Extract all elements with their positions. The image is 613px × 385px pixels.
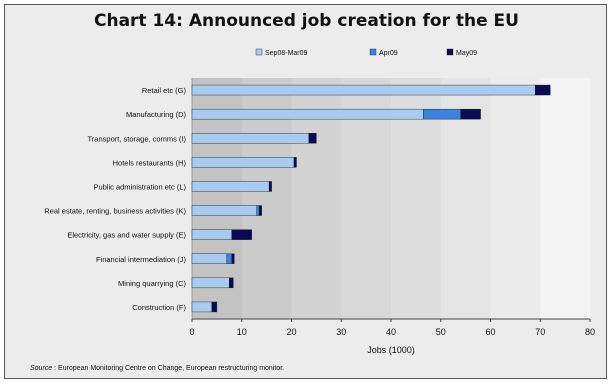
category-label: Mining quarrying (C) xyxy=(118,279,186,288)
category-label: Transport, storage, comms (I) xyxy=(88,134,187,143)
bar-sep08-mar09 xyxy=(191,108,424,120)
bar-sep08-mar09 xyxy=(191,277,230,289)
bar-sep08-mar09 xyxy=(191,301,213,313)
bar-may09 xyxy=(231,229,252,240)
legend-label: Apr09 xyxy=(379,50,398,57)
plot-background-band xyxy=(540,78,591,319)
bar-may09 xyxy=(211,301,218,313)
source-note: Source : European Monitoring Centre on C… xyxy=(30,365,284,372)
source-text: : European Monitoring Centre on Change, … xyxy=(52,365,285,372)
chart-title: Chart 14: Announced job creation for the… xyxy=(94,11,519,31)
legend-swatch-sep08-mar09 xyxy=(255,48,263,56)
category-label: Construction (F) xyxy=(132,303,186,312)
bar-may09 xyxy=(229,277,234,289)
legend-label: Sep08-Mar09 xyxy=(265,50,308,57)
bar-may09 xyxy=(308,133,317,144)
category-label: Retail etc (G) xyxy=(142,86,187,95)
source-label: Source xyxy=(30,365,53,372)
bar-sep08-mar09 xyxy=(191,253,228,264)
category-label: Financial intermediation (J) xyxy=(96,255,187,264)
bar-sep08-mar09 xyxy=(191,133,310,144)
bar-sep08-mar09 xyxy=(191,157,295,168)
category-label: Public administration etc (L) xyxy=(93,182,186,191)
bar-may09 xyxy=(460,108,481,120)
plot-background-band xyxy=(490,78,541,319)
x-tick-label: 60 xyxy=(485,327,495,337)
x-axis-title: Jobs (1000) xyxy=(367,345,415,355)
category-label: Electricity, gas and water supply (E) xyxy=(67,231,186,240)
x-tick-label: 10 xyxy=(237,327,247,337)
category-label: Manufacturing (D) xyxy=(126,110,187,119)
bar-sep08-mar09 xyxy=(191,84,536,96)
legend-swatch-may09 xyxy=(446,48,454,56)
bar-may09 xyxy=(268,181,272,192)
bar-sep08-mar09 xyxy=(191,205,257,216)
bar-may09 xyxy=(258,205,262,216)
bar-may09 xyxy=(293,157,297,168)
x-tick-label: 0 xyxy=(189,327,194,337)
bar-may09 xyxy=(231,253,235,264)
bar-sep08-mar09 xyxy=(191,181,270,192)
x-tick-label: 20 xyxy=(286,327,296,337)
x-tick-label: 70 xyxy=(535,327,545,337)
category-label: Real estate, renting, business activitie… xyxy=(44,207,186,216)
bar-apr09 xyxy=(423,108,461,120)
bar-sep08-mar09 xyxy=(191,229,232,240)
legend-label: May09 xyxy=(456,50,477,57)
category-label: Hotels restaurants (H) xyxy=(113,158,187,167)
bar-apr09 xyxy=(226,253,232,264)
x-tick-label: 80 xyxy=(585,327,595,337)
bar-apr09 xyxy=(256,205,260,216)
legend-swatch-apr09 xyxy=(369,48,377,56)
x-tick-label: 50 xyxy=(436,327,446,337)
x-tick-label: 40 xyxy=(386,327,396,337)
x-tick-label: 30 xyxy=(336,327,346,337)
bar-may09 xyxy=(535,84,551,96)
